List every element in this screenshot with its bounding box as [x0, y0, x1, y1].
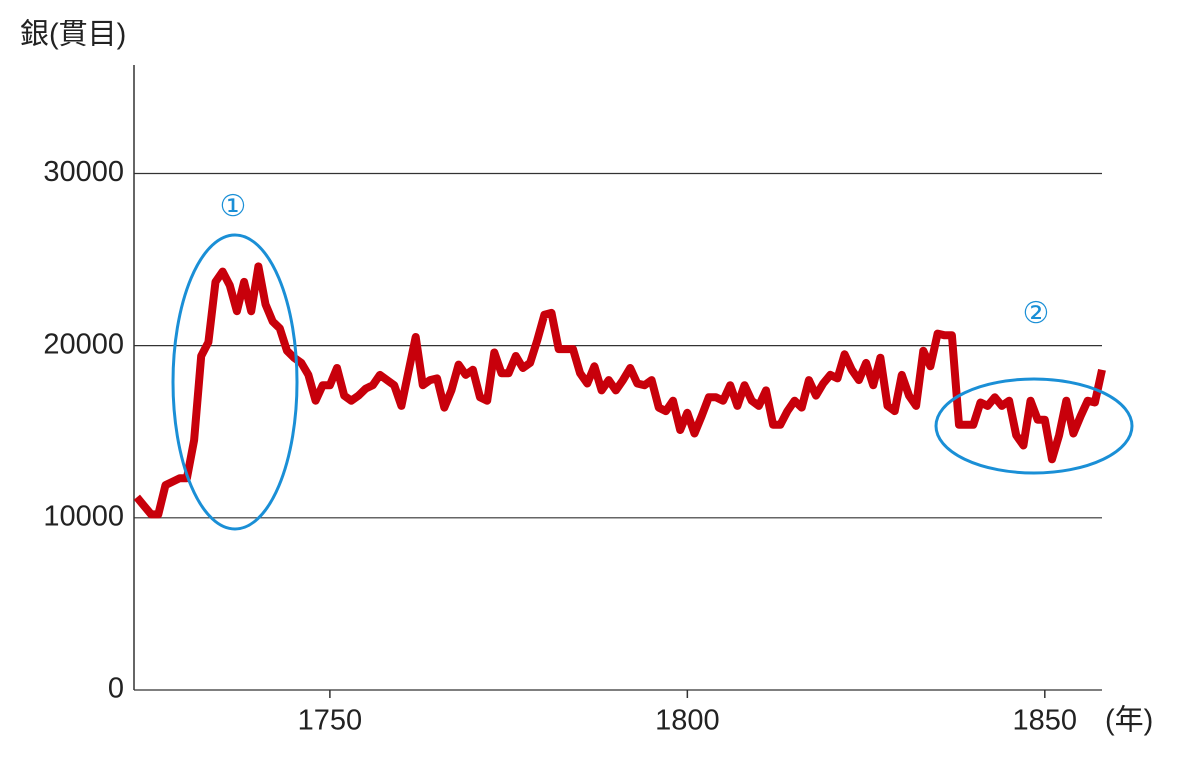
- annotation: ②: [1023, 297, 1050, 330]
- x-tick-label: 1850: [1013, 705, 1078, 737]
- x-tick-label: 1800: [655, 705, 720, 737]
- y-tick-label: 0: [108, 673, 124, 705]
- x-tick-label: 1750: [298, 705, 363, 737]
- y-tick-label: 30000: [43, 156, 124, 188]
- grid: [134, 172, 1102, 691]
- x-axis-label: (年): [1105, 704, 1153, 737]
- highlight-ellipse: [171, 233, 299, 531]
- y-tick-label: 20000: [43, 328, 124, 360]
- y-axis-label: 銀(貫目): [20, 18, 126, 51]
- highlight-ellipse: [934, 377, 1134, 475]
- annotation: ①: [220, 190, 247, 223]
- y-tick-label: 10000: [43, 500, 124, 532]
